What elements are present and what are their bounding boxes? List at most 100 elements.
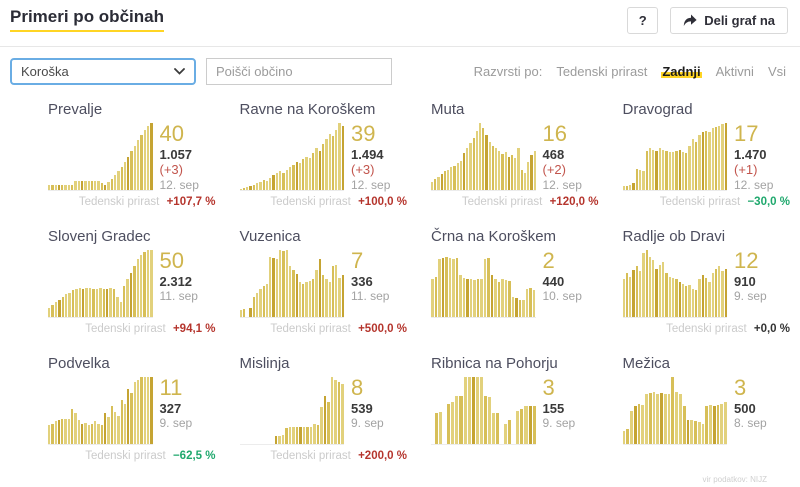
bar: [718, 125, 721, 190]
municipality-card: Prevalje 40 1.057 (+3) 12. sep Tedenski …: [48, 101, 218, 217]
bar: [688, 145, 691, 190]
page-title: Primeri po občinah: [10, 7, 164, 33]
bar: [507, 156, 511, 190]
bar: [104, 184, 107, 190]
sort-option-3[interactable]: Vsi: [767, 64, 786, 79]
cases-bar-chart[interactable]: [622, 123, 727, 191]
bar: [262, 179, 265, 190]
bar: [337, 382, 341, 444]
bar: [75, 288, 78, 317]
bar: [511, 296, 515, 317]
cases-bar-chart[interactable]: [622, 377, 727, 445]
header-buttons: ? Deli graf na: [627, 7, 790, 34]
bar: [466, 148, 469, 190]
municipality-card: Mislinja 8 539 9. sep Tedenski prirast +…: [239, 355, 410, 471]
bar: [479, 377, 483, 444]
weekly-growth-value: −62,5 %: [172, 450, 216, 462]
bar: [272, 258, 275, 317]
bar: [330, 377, 334, 444]
cases-bar-chart[interactable]: [48, 123, 153, 191]
bar: [130, 393, 133, 444]
bar: [54, 184, 57, 190]
cases-bar-chart[interactable]: [239, 377, 344, 445]
bar: [517, 148, 520, 190]
bar: [74, 181, 77, 190]
bar: [85, 287, 88, 317]
bar: [71, 409, 74, 444]
bar: [262, 286, 265, 317]
bar: [341, 383, 344, 444]
bar: [302, 283, 305, 317]
bar: [246, 187, 249, 190]
cases-bar-chart[interactable]: [431, 123, 536, 191]
bar: [697, 421, 701, 444]
bar: [323, 395, 327, 444]
sort-option-2[interactable]: Aktivni: [715, 64, 754, 79]
weekly-growth-row: Tedenski prirast +94,1 %: [48, 323, 218, 335]
municipality-card: Podvelka 11 327 9. sep Tedenski prirast …: [48, 355, 218, 471]
bar: [320, 407, 323, 444]
bar: [123, 403, 127, 444]
help-button[interactable]: ?: [627, 7, 659, 34]
bar: [473, 280, 476, 317]
bar: [704, 131, 708, 190]
latest-date: 12. sep: [734, 177, 774, 192]
card-stats: 7 336 11. sep: [351, 250, 409, 318]
bar: [635, 168, 638, 190]
bar: [100, 183, 104, 190]
municipality-search-input[interactable]: [206, 58, 392, 85]
bar: [278, 435, 281, 444]
bar: [318, 151, 321, 190]
bar: [92, 288, 95, 317]
bar: [440, 173, 443, 190]
bar: [68, 292, 71, 317]
weekly-growth-value: +94,1 %: [172, 323, 216, 335]
bar: [51, 304, 54, 317]
latest-value: 11: [159, 375, 183, 400]
bar: [54, 302, 58, 317]
bar: [688, 284, 691, 317]
sort-option-1[interactable]: Zadnji: [661, 64, 702, 79]
card-stats: 16 468 (+2) 12. sep: [542, 123, 601, 192]
bar: [714, 127, 718, 190]
bar: [78, 287, 82, 317]
bar: [259, 181, 262, 190]
cases-bar-chart[interactable]: [239, 250, 344, 318]
bar: [520, 169, 523, 190]
share-button[interactable]: Deli graf na: [670, 7, 788, 34]
bar: [495, 148, 498, 190]
bar: [295, 161, 298, 190]
cases-bar-chart[interactable]: [239, 123, 344, 191]
cases-bar-chart[interactable]: [622, 250, 727, 318]
cases-bar-chart[interactable]: [431, 377, 536, 445]
bar: [451, 402, 455, 444]
bar: [312, 279, 315, 317]
bar: [527, 161, 530, 190]
card-stats: 8 539 9. sep: [351, 377, 409, 445]
bar: [269, 177, 272, 190]
bar: [105, 288, 109, 317]
bar: [504, 152, 507, 190]
bar: [494, 279, 497, 317]
bar: [328, 133, 331, 190]
latest-date: 11. sep: [351, 289, 390, 304]
region-select[interactable]: Koroška: [10, 58, 196, 85]
bar: [671, 278, 675, 317]
sort-option-0[interactable]: Tedenski prirast: [556, 64, 648, 79]
bar: [242, 308, 246, 317]
cases-bar-chart[interactable]: [48, 250, 153, 318]
bar: [645, 250, 648, 317]
bar: [667, 394, 671, 444]
bar: [292, 426, 295, 444]
bar: [249, 185, 252, 190]
bar: [716, 405, 720, 444]
cases-bar-chart[interactable]: [431, 250, 536, 318]
bar: [150, 377, 153, 444]
municipality-name: Ribnica na Pohorju: [431, 355, 558, 372]
latest-date: 12. sep: [542, 177, 582, 192]
total-cases: 468: [542, 147, 565, 162]
bar: [709, 405, 712, 444]
bar: [678, 282, 681, 317]
bar: [514, 157, 517, 190]
cases-bar-chart[interactable]: [48, 377, 153, 445]
